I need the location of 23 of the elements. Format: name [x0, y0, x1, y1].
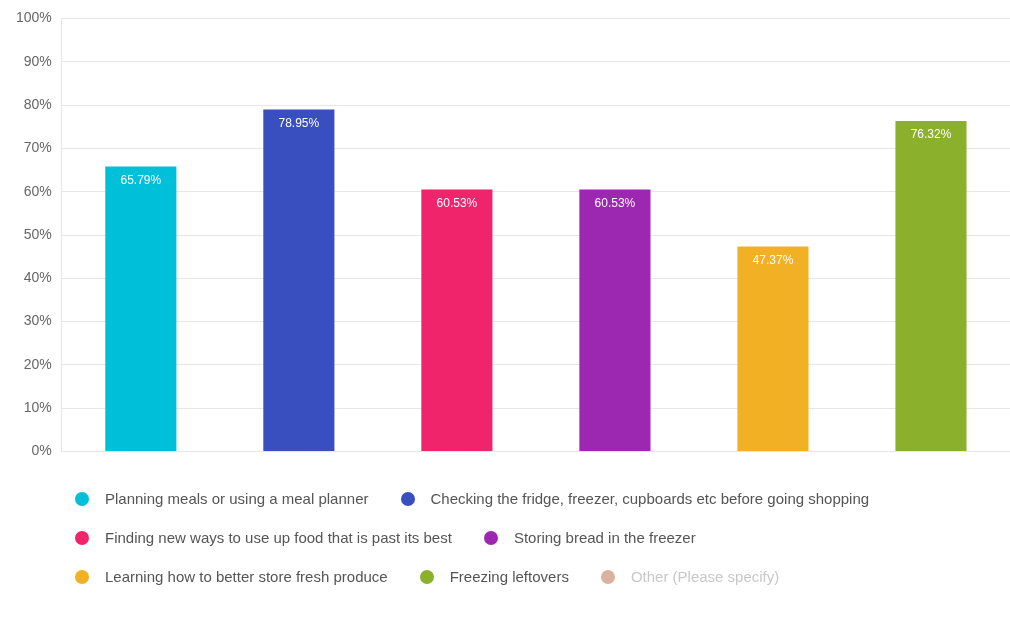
y-tick-label: 80% [23, 95, 52, 112]
y-tick-label: 10% [23, 399, 52, 416]
y-tick-label: 40% [23, 269, 52, 286]
legend-label: Learning how to better store fresh produce [105, 568, 388, 585]
y-tick-label: 90% [23, 52, 52, 69]
data-label: 78.95% [278, 115, 320, 130]
data-label: 60.53% [436, 195, 478, 210]
legend-label: Checking the fridge, freezer, cupboards etc before going shopping [430, 490, 870, 507]
y-tick-label: 20% [23, 355, 52, 372]
legend-label: Finding new ways to use up food that is past its best [105, 529, 452, 546]
y-tick-label: 70% [23, 139, 52, 156]
data-label: 60.53% [594, 195, 636, 210]
y-tick-label: 0% [31, 442, 52, 459]
legend-label: Freezing leftovers [449, 568, 569, 585]
y-tick-label: 60% [23, 182, 52, 199]
data-label: 65.79% [120, 172, 162, 187]
data-label: 76.32% [910, 127, 952, 142]
legend-label: Storing bread in the freezer [513, 529, 696, 546]
y-tick-label: 50% [23, 225, 52, 242]
y-tick-label: 100% [15, 9, 52, 26]
y-tick-label: 30% [23, 312, 52, 329]
data-label: 47.37% [752, 252, 794, 267]
legend-label: Planning meals or using a meal planner [105, 490, 369, 507]
